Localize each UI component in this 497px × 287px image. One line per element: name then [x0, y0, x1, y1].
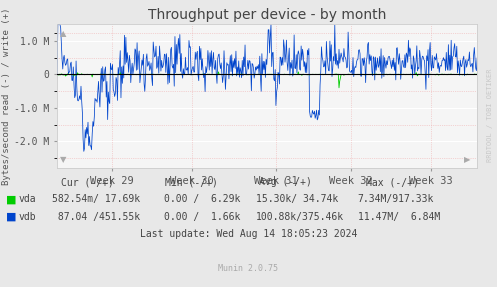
- Text: ■: ■: [6, 212, 16, 222]
- Y-axis label: Bytes/second read (-) / write (+): Bytes/second read (-) / write (+): [2, 7, 11, 185]
- Text: 0.00 /  1.66k: 0.00 / 1.66k: [164, 212, 241, 222]
- Title: Throughput per device - by month: Throughput per device - by month: [148, 8, 386, 22]
- Text: 100.88k/375.46k: 100.88k/375.46k: [256, 212, 344, 222]
- Text: Max (-/+): Max (-/+): [366, 177, 419, 187]
- Text: Last update: Wed Aug 14 18:05:23 2024: Last update: Wed Aug 14 18:05:23 2024: [140, 229, 357, 239]
- Text: Munin 2.0.75: Munin 2.0.75: [219, 264, 278, 273]
- Text: ■: ■: [6, 194, 16, 204]
- Text: Min (-/+): Min (-/+): [165, 177, 218, 187]
- Text: vda: vda: [19, 194, 36, 204]
- Text: 15.30k/ 34.74k: 15.30k/ 34.74k: [256, 194, 338, 204]
- Text: ▲: ▲: [60, 29, 67, 38]
- Text: 11.47M/  6.84M: 11.47M/ 6.84M: [358, 212, 440, 222]
- Text: ▼: ▼: [60, 155, 67, 164]
- Text: Avg (-/+): Avg (-/+): [259, 177, 312, 187]
- Text: 87.04 /451.55k: 87.04 /451.55k: [52, 212, 140, 222]
- Text: Cur (-/+): Cur (-/+): [61, 177, 113, 187]
- Text: vdb: vdb: [19, 212, 36, 222]
- Text: 582.54m/ 17.69k: 582.54m/ 17.69k: [52, 194, 140, 204]
- Text: 7.34M/917.33k: 7.34M/917.33k: [358, 194, 434, 204]
- Text: 0.00 /  6.29k: 0.00 / 6.29k: [164, 194, 241, 204]
- Text: ▶: ▶: [464, 155, 471, 164]
- Text: RRDTOOL / TOBI OETIKER: RRDTOOL / TOBI OETIKER: [487, 68, 493, 162]
